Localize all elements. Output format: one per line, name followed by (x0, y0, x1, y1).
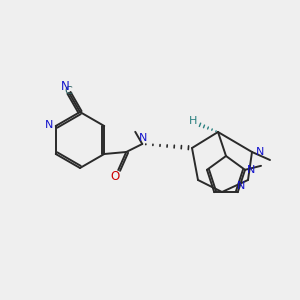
Text: C: C (64, 86, 72, 96)
Text: N: N (256, 147, 264, 157)
Text: H: H (189, 116, 197, 126)
Text: N: N (139, 133, 147, 143)
Text: N: N (45, 120, 53, 130)
Text: O: O (111, 170, 120, 184)
Text: N: N (237, 181, 245, 191)
Text: N: N (61, 80, 69, 93)
Text: N: N (247, 165, 255, 175)
